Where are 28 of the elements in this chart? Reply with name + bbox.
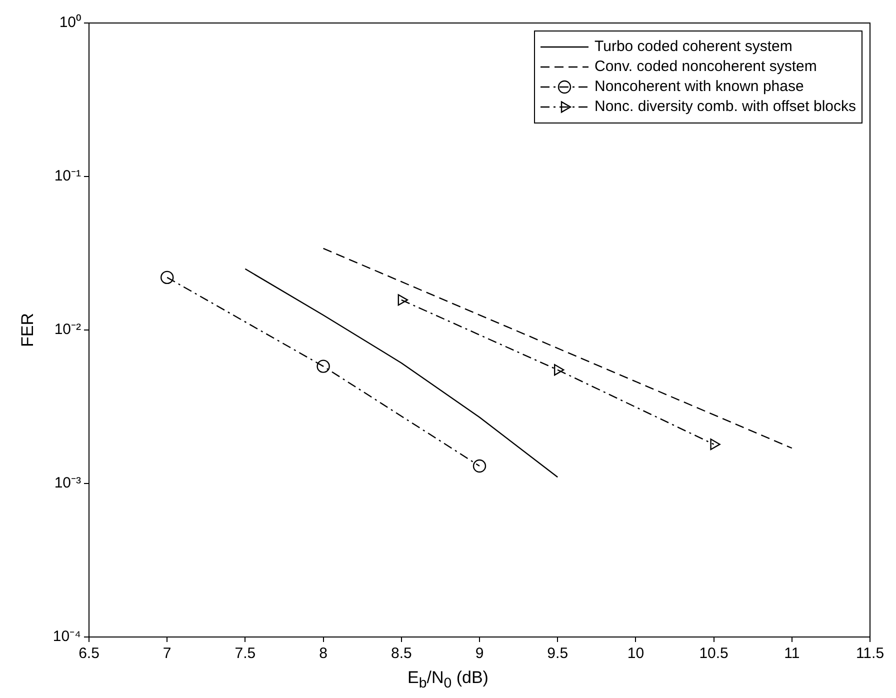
x-tick-label: 11 <box>784 645 800 662</box>
point <box>710 438 720 450</box>
point <box>316 360 330 373</box>
y-tick-label: 10⁻⁴ <box>52 628 81 646</box>
y-tick-label: 10⁻² <box>54 321 81 338</box>
x-tick-label: 7.5 <box>234 645 256 662</box>
point <box>398 294 408 306</box>
y-tick-label: 10⁻³ <box>54 474 81 492</box>
x-tick-label: 11.5 <box>856 645 884 662</box>
x-tick-label: 6.5 <box>78 645 100 662</box>
point <box>554 364 564 376</box>
point <box>472 459 486 473</box>
legend-label: Nonc. diversity comb. with offset blocks <box>594 98 856 116</box>
x-axis-title: E$_{b}$/N$_{0}$ (dB) <box>406 668 490 694</box>
legend-label: Conv. coded noncoherent system <box>594 58 817 76</box>
x-tick-label: 7 <box>162 645 172 662</box>
x-tick-label: 8.5 <box>390 645 412 662</box>
x-tick-label: 9 <box>475 645 484 662</box>
legend-label: Noncoherent with known phase <box>594 78 804 96</box>
legend-label: Turbo coded coherent system <box>594 38 792 56</box>
point <box>160 270 174 284</box>
y-tick-label: 10⁻¹ <box>54 168 81 185</box>
x-tick-label: 10 <box>627 645 644 662</box>
x-tick-label: 10.5 <box>699 645 728 662</box>
x-tick-label: 9.5 <box>547 645 568 662</box>
y-tick-label: 10⁰ <box>59 14 81 32</box>
y-axis-title: FER <box>18 313 38 347</box>
x-tick-label: 8 <box>319 645 328 662</box>
